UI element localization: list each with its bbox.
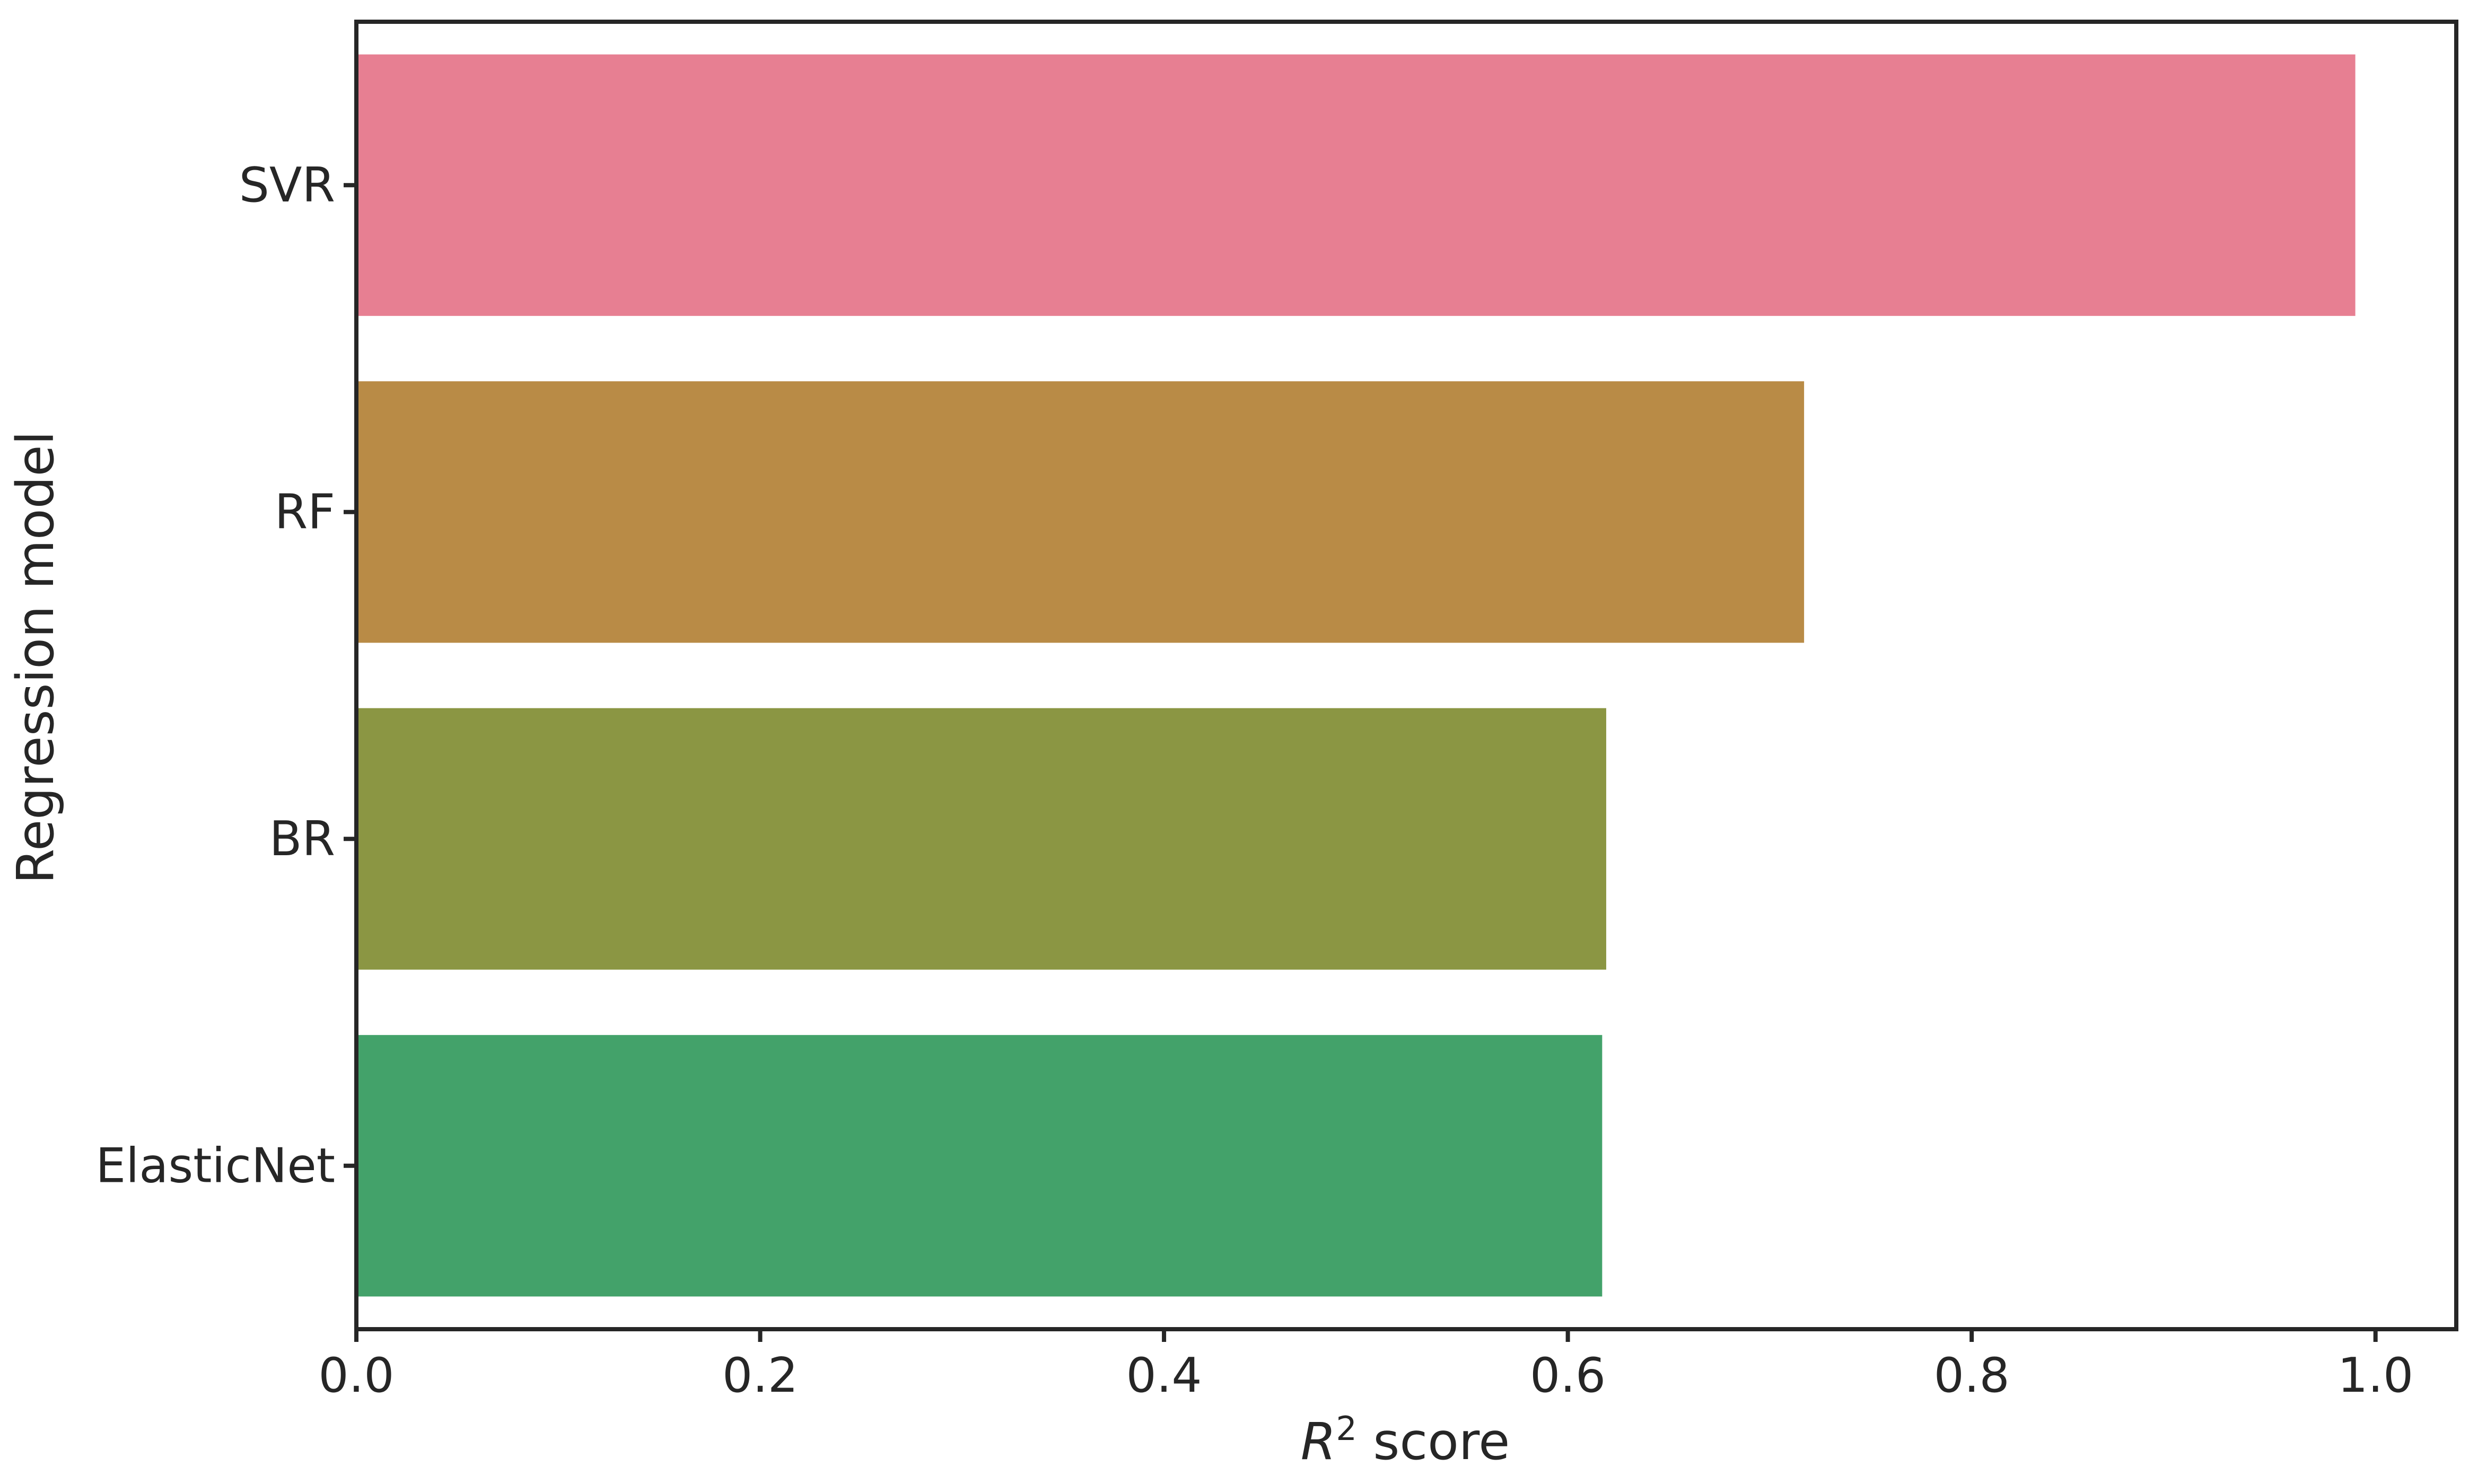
x-axis-label-exponent: 2 bbox=[1336, 1409, 1356, 1448]
x-axis-label-variable: R bbox=[1301, 1412, 1336, 1471]
x-axis-label: R2 score bbox=[1301, 1409, 1510, 1471]
plot-frame bbox=[354, 20, 2458, 1331]
bars-layer bbox=[356, 54, 2356, 1297]
bar-br bbox=[356, 708, 1606, 970]
y-tick-label-svr: SVR bbox=[239, 157, 335, 213]
y-tick-label-elasticnet: ElasticNet bbox=[95, 1138, 335, 1193]
bar-rf bbox=[356, 381, 1805, 643]
ticks-layer: SVR RF BR ElasticNet 0.0 0.2 0.4 0.6 0.8 1.0 bbox=[95, 157, 2413, 1403]
y-tick-label-br: BR bbox=[269, 811, 335, 867]
x-tick-label: 0.0 bbox=[318, 1348, 394, 1403]
x-tick-label: 0.4 bbox=[1126, 1348, 1202, 1403]
x-tick-label: 0.6 bbox=[1530, 1348, 1606, 1403]
x-tick-label: 0.2 bbox=[722, 1348, 798, 1403]
bar-svr bbox=[356, 54, 2356, 316]
x-axis-label-text: score bbox=[1357, 1412, 1510, 1471]
x-tick-label: 1.0 bbox=[2337, 1348, 2413, 1403]
y-tick-label-rf: RF bbox=[275, 484, 335, 540]
x-tick-label: 0.8 bbox=[1934, 1348, 2010, 1403]
bar-elasticnet bbox=[356, 1035, 1603, 1297]
y-axis-label: Regression model bbox=[6, 431, 65, 884]
